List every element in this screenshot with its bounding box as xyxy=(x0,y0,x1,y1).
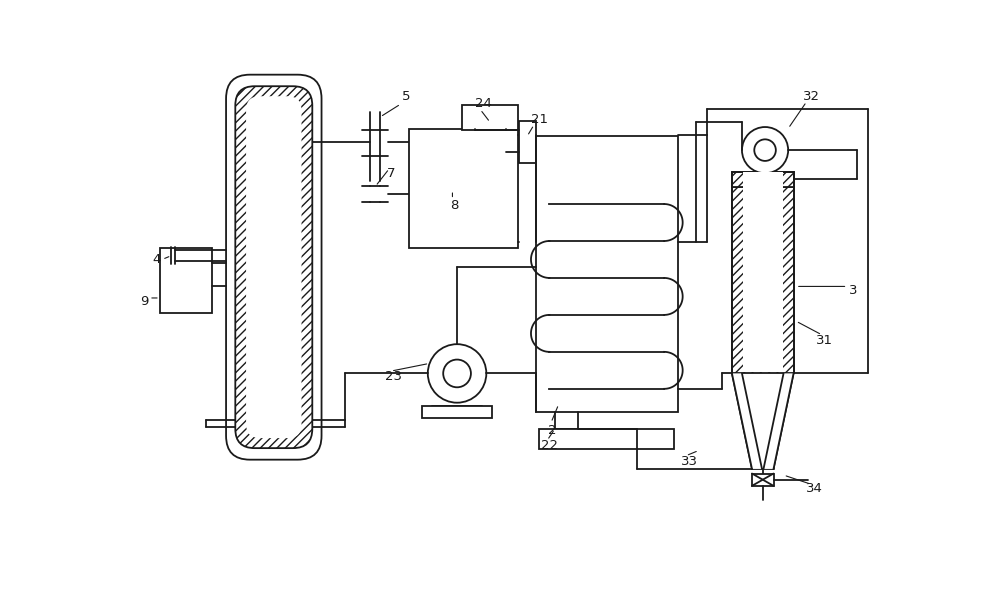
Text: 34: 34 xyxy=(806,482,823,496)
Text: 5: 5 xyxy=(402,90,410,103)
Bar xyxy=(160,248,212,314)
Bar xyxy=(409,128,518,248)
Text: 22: 22 xyxy=(541,440,558,452)
Bar xyxy=(539,429,674,449)
Text: 31: 31 xyxy=(816,334,833,347)
Bar xyxy=(536,136,678,412)
Text: 9: 9 xyxy=(140,295,149,308)
Text: 32: 32 xyxy=(803,90,820,103)
FancyBboxPatch shape xyxy=(235,86,312,448)
Text: 2: 2 xyxy=(548,424,557,437)
Bar xyxy=(752,473,774,486)
Circle shape xyxy=(742,127,788,173)
Polygon shape xyxy=(732,373,762,469)
Text: 24: 24 xyxy=(475,98,492,110)
Text: 7: 7 xyxy=(387,167,395,180)
Bar xyxy=(422,406,492,418)
Bar xyxy=(743,172,783,187)
Text: 3: 3 xyxy=(849,284,857,297)
Bar xyxy=(732,172,794,187)
Bar xyxy=(519,121,536,163)
FancyBboxPatch shape xyxy=(246,96,302,438)
Bar xyxy=(462,106,518,130)
Text: 21: 21 xyxy=(531,113,548,126)
Text: 33: 33 xyxy=(681,455,698,468)
Circle shape xyxy=(754,139,776,161)
Bar xyxy=(743,187,783,372)
Circle shape xyxy=(428,344,486,403)
FancyBboxPatch shape xyxy=(226,75,322,459)
Text: 23: 23 xyxy=(385,370,402,383)
Text: 1: 1 xyxy=(281,105,290,118)
Text: 4: 4 xyxy=(153,253,161,266)
Text: 8: 8 xyxy=(451,199,459,212)
Circle shape xyxy=(443,359,471,387)
Bar xyxy=(732,187,794,373)
Text: 6: 6 xyxy=(291,329,300,341)
Polygon shape xyxy=(764,373,794,469)
